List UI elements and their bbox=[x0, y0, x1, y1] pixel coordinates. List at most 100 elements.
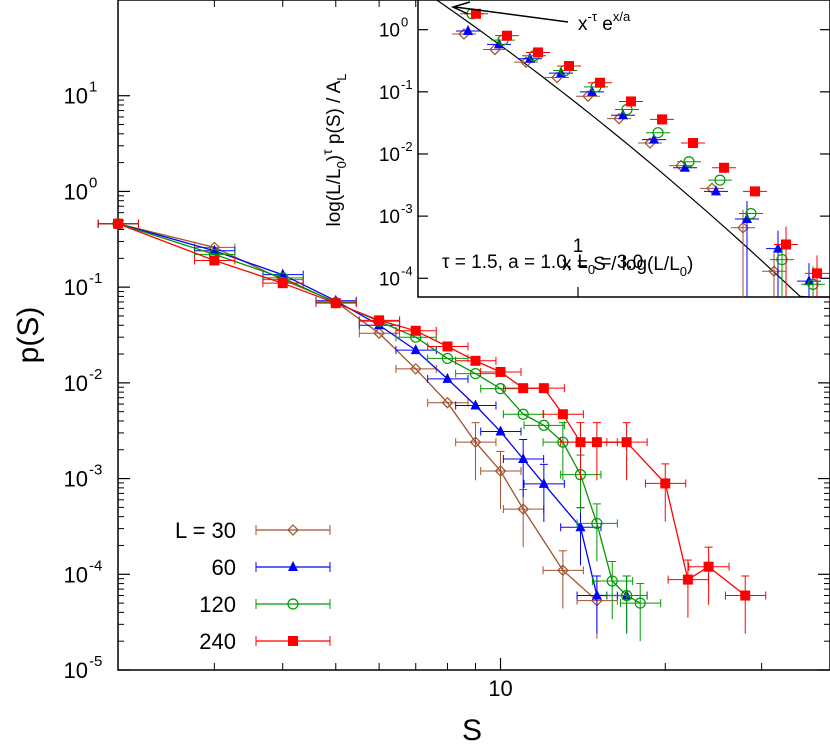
inset-y-axis-label: log(L/L0)τ p(S) / AL bbox=[319, 73, 349, 226]
inset-point-L240 bbox=[626, 96, 636, 107]
data-point-L240 bbox=[682, 574, 693, 585]
inset-point-L240 bbox=[657, 114, 667, 125]
inset-point-L60 bbox=[463, 25, 473, 36]
inset-data-marks bbox=[435, 0, 830, 298]
inset-x-axis-label: x = S / log(L/L0) bbox=[562, 254, 693, 279]
main-y-tick-exponent: -2 bbox=[89, 366, 102, 383]
inset-y-tick-label: 10 bbox=[379, 207, 400, 228]
data-point-L60 bbox=[538, 477, 549, 488]
main-y-tick-exponent: -5 bbox=[89, 653, 102, 670]
data-point-L30 bbox=[409, 363, 422, 375]
inset-y-tick-label: 10 bbox=[379, 269, 400, 290]
inset-y-tick-label: 10 bbox=[379, 145, 400, 166]
inset-point-L60 bbox=[649, 133, 659, 144]
fit-curve bbox=[435, 0, 830, 298]
main-y-tick-exponent: -1 bbox=[89, 270, 102, 287]
inset-parameters: τ = 1.5, a = 1.0, L0 = 3.0 bbox=[442, 252, 643, 277]
inset-y-tick-exponent: -2 bbox=[401, 139, 413, 154]
inset-point-L60 bbox=[556, 67, 566, 78]
inset-y-tick-exponent: -4 bbox=[401, 263, 413, 278]
main-y-tick-label: 10 bbox=[64, 84, 88, 109]
fit-label-exp1: -τ bbox=[588, 9, 598, 24]
inset-point-L240 bbox=[750, 186, 760, 197]
fit-label-mid: e bbox=[597, 14, 613, 35]
data-point-L60 bbox=[495, 425, 506, 436]
fit-label-lead: x bbox=[578, 14, 588, 35]
main-y-tick-exponent: 0 bbox=[89, 174, 97, 191]
inset-point-L60 bbox=[804, 275, 814, 286]
data-point-L240 bbox=[277, 278, 288, 289]
data-point-L120 bbox=[441, 352, 454, 365]
inset-params-part1: τ = 1.5, a = 1.0, L bbox=[442, 252, 588, 273]
data-point-L240 bbox=[470, 355, 481, 366]
main-y-tick-exponent: 1 bbox=[89, 79, 97, 96]
inset-point-L120 bbox=[807, 278, 819, 290]
data-point-L120 bbox=[591, 517, 603, 530]
series-line-L60 bbox=[117, 223, 627, 597]
inset-xlabel-lead: x = S / log(L/L bbox=[562, 254, 680, 275]
legend: L = 30 60 120 240 bbox=[175, 518, 331, 654]
data-point-L240 bbox=[557, 409, 568, 420]
data-point-L240 bbox=[703, 561, 714, 572]
inset-xlabel-tail: ) bbox=[687, 254, 693, 275]
inset-point-L240 bbox=[812, 268, 822, 279]
data-point-L120 bbox=[634, 597, 646, 609]
inset-point-L120 bbox=[714, 174, 726, 186]
legend-marker-L240 bbox=[288, 636, 298, 646]
main-y-tick-exponent: -4 bbox=[89, 557, 102, 574]
main-y-tick-label: 10 bbox=[64, 275, 88, 300]
inset-point-L30 bbox=[706, 182, 718, 195]
inset-point-L240 bbox=[533, 47, 543, 58]
inset-ylabel-sup: τ bbox=[319, 149, 335, 155]
data-point-L240 bbox=[209, 255, 220, 266]
data-point-L60 bbox=[575, 521, 586, 532]
data-point-L120 bbox=[621, 589, 633, 602]
data-point-L240 bbox=[113, 218, 123, 229]
legend-label: 120 bbox=[199, 592, 236, 617]
inset-y-tick-exponent: -3 bbox=[401, 201, 413, 216]
fit-label: x-τ ex/a bbox=[578, 9, 631, 35]
data-point-L120 bbox=[538, 419, 550, 431]
inset-y-tick-exponent: -1 bbox=[401, 77, 413, 92]
data-point-L240 bbox=[660, 478, 671, 489]
data-point-L240 bbox=[495, 366, 506, 377]
data-point-L30 bbox=[373, 327, 385, 340]
main-x-tick-label: 10 bbox=[488, 676, 512, 701]
inset-point-L60 bbox=[742, 212, 752, 223]
inset-point-L240 bbox=[595, 77, 605, 88]
inset-x-tick-label: 1 bbox=[573, 236, 584, 257]
inset-point-L60 bbox=[587, 85, 597, 96]
legend-label: 60 bbox=[212, 555, 236, 580]
main-plot-frame bbox=[117, 0, 830, 671]
data-point-L60 bbox=[470, 399, 481, 410]
main-y-tick-label: 10 bbox=[64, 371, 88, 396]
legend-marker-L60 bbox=[288, 561, 298, 571]
data-point-L30 bbox=[469, 436, 482, 449]
inset-point-L240 bbox=[719, 162, 729, 173]
data-point-L60 bbox=[442, 372, 453, 383]
data-point-L240 bbox=[518, 383, 529, 394]
inset-y-tick-exponent: 0 bbox=[401, 15, 408, 30]
legend-marker-L30 bbox=[287, 524, 299, 536]
data-point-L30 bbox=[517, 503, 530, 515]
inset-point-L30 bbox=[768, 265, 780, 278]
main-y-axis-label: p(S) bbox=[12, 307, 45, 364]
data-point-L30 bbox=[494, 465, 507, 477]
main-y-tick-label: 10 bbox=[64, 467, 88, 492]
inset-ylabel-lead: log(L/L bbox=[324, 168, 345, 226]
inset-ylabel-mid: ) bbox=[324, 155, 345, 161]
data-point-L240 bbox=[330, 298, 341, 309]
fit-arrow bbox=[450, 1, 569, 23]
data-point-L240 bbox=[442, 341, 453, 352]
inset-ylabel-sub2: L bbox=[334, 73, 349, 80]
inset-point-L120 bbox=[652, 127, 664, 139]
legend-marker-L120 bbox=[287, 598, 299, 610]
inset-xlabel-sub: 0 bbox=[680, 264, 687, 279]
inset-point-L240 bbox=[781, 239, 791, 250]
inset-ylabel-sub1: 0 bbox=[334, 161, 349, 168]
inset-point-L60 bbox=[680, 161, 690, 172]
inset-point-L60 bbox=[711, 185, 721, 196]
data-point-L60 bbox=[518, 453, 529, 464]
